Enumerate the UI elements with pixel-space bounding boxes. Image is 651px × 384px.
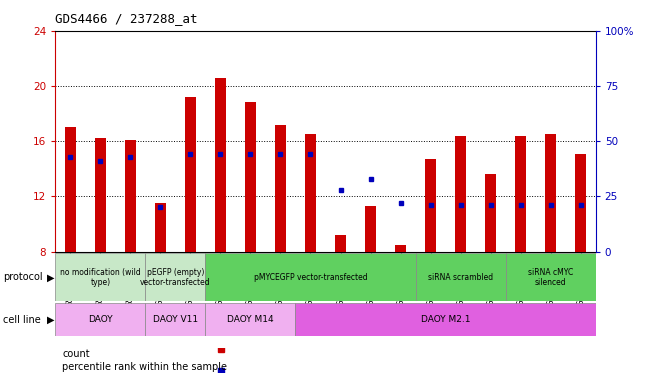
Bar (546, 134, 556, 252)
Bar (415, 253, 506, 301)
Bar (305, 134, 316, 252)
Bar (155, 203, 165, 252)
Text: GDS4466 / 237288_at: GDS4466 / 237288_at (55, 12, 198, 25)
Bar (145, 303, 206, 336)
Bar (395, 245, 406, 252)
Text: DAOY M2.1: DAOY M2.1 (421, 315, 470, 324)
Bar (206, 253, 415, 301)
Text: ▶: ▶ (47, 272, 55, 283)
Bar (215, 78, 226, 252)
Text: no modification (wild
type): no modification (wild type) (60, 268, 141, 287)
Bar (245, 103, 256, 252)
Text: count: count (62, 349, 90, 359)
Bar (55, 303, 145, 336)
Text: DAOY: DAOY (88, 315, 113, 324)
Text: percentile rank within the sample: percentile rank within the sample (62, 362, 227, 372)
Bar (296, 303, 596, 336)
Text: DAOY M14: DAOY M14 (227, 315, 274, 324)
Bar (55, 252, 596, 258)
Bar (516, 136, 526, 252)
Bar (125, 140, 135, 252)
Text: DAOY V11: DAOY V11 (153, 315, 198, 324)
Bar (185, 97, 196, 252)
Text: ▶: ▶ (47, 314, 55, 325)
Text: pEGFP (empty)
vector-transfected: pEGFP (empty) vector-transfected (140, 268, 211, 287)
Bar (425, 159, 436, 252)
Bar (65, 127, 76, 252)
Bar (486, 174, 496, 252)
Bar (55, 253, 145, 301)
Bar (335, 235, 346, 252)
Bar (145, 253, 206, 301)
Bar (506, 253, 596, 301)
Text: siRNA cMYC
silenced: siRNA cMYC silenced (528, 268, 574, 287)
Text: protocol: protocol (3, 272, 43, 283)
Bar (575, 154, 586, 252)
Text: siRNA scrambled: siRNA scrambled (428, 273, 493, 282)
Bar (365, 206, 376, 252)
Bar (275, 124, 286, 252)
Text: pMYCEGFP vector-transfected: pMYCEGFP vector-transfected (254, 273, 367, 282)
Bar (95, 138, 105, 252)
Text: cell line: cell line (3, 314, 41, 325)
Bar (455, 136, 466, 252)
Bar (206, 303, 296, 336)
